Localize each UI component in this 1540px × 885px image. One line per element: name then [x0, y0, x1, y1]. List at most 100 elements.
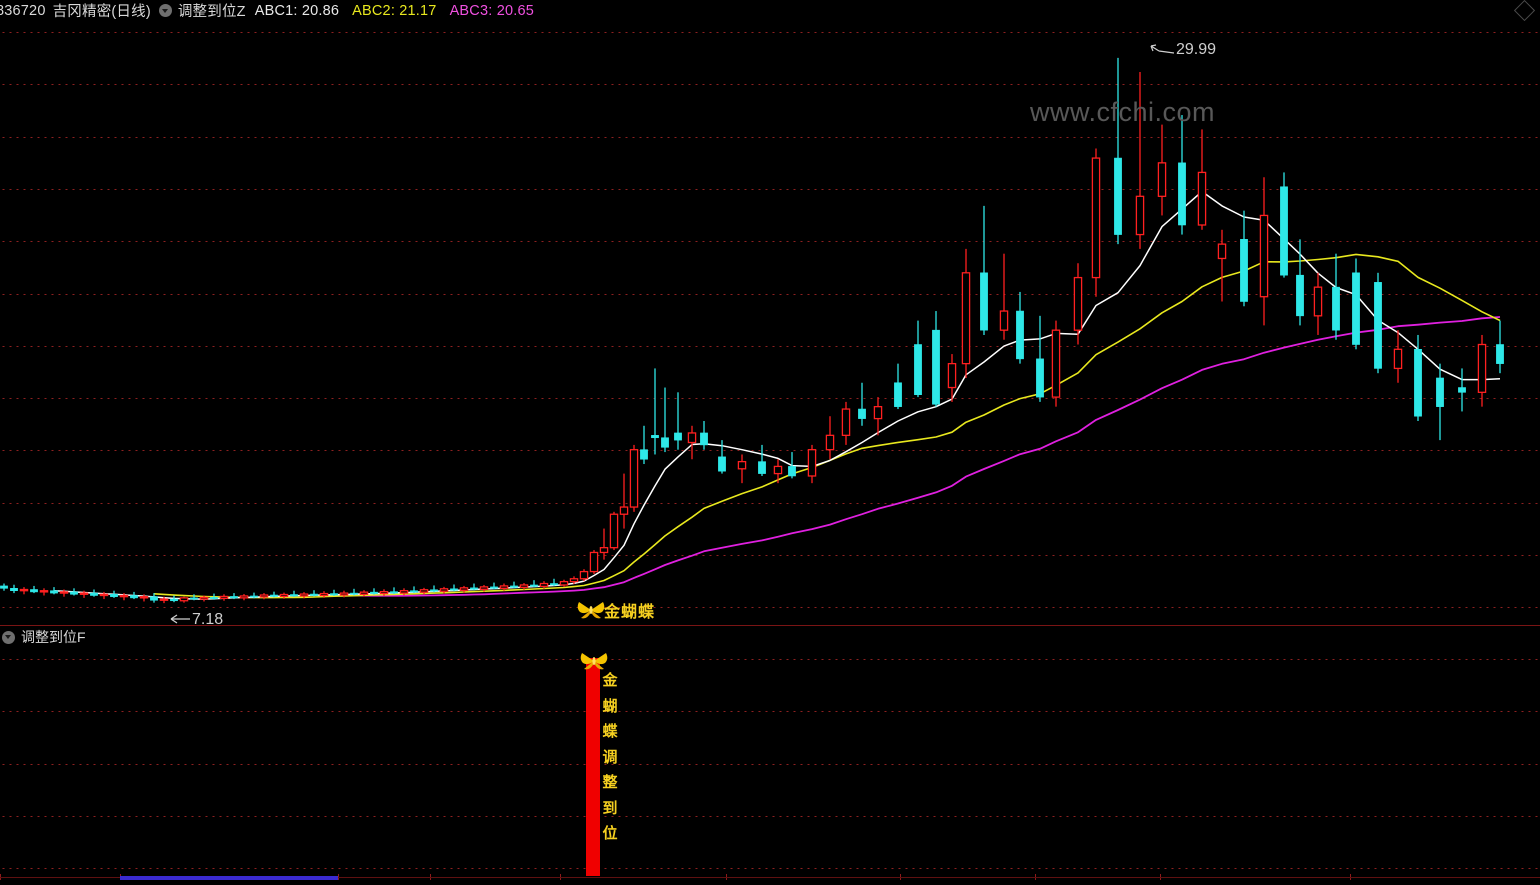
gridline: [0, 659, 1540, 660]
candle-body: [530, 584, 538, 587]
candle-body: [250, 595, 258, 598]
gridline: [0, 815, 1540, 817]
stock-name: 吉冈精密(日线): [52, 4, 151, 20]
candle-body: [159, 598, 169, 601]
candle-body: [1393, 348, 1403, 370]
gridline: [0, 32, 1540, 33]
candle-body: [459, 587, 469, 591]
candle-body: [1259, 214, 1269, 298]
candle-body: [490, 586, 498, 589]
gridline: [0, 188, 1540, 190]
candle-body: [1051, 329, 1061, 398]
signal-bar: [586, 658, 600, 876]
indicator-name: 调整到位Z: [177, 4, 246, 20]
candle-body: [661, 437, 669, 448]
gridline: [0, 293, 1540, 295]
candle-body: [1374, 282, 1382, 369]
candle-body: [718, 456, 726, 472]
candlestick-canvas: [0, 57, 1504, 604]
candle-body: [479, 586, 489, 590]
candle-body: [1197, 171, 1207, 226]
candle-body: [310, 593, 318, 596]
candle-body: [1313, 286, 1323, 317]
gridline: [0, 84, 1540, 86]
abc3-value: ABC3: 20.65: [449, 2, 534, 19]
candle-body: [290, 594, 298, 597]
candle-body: [873, 406, 883, 420]
candle-body: [737, 460, 747, 470]
signal-char-4: 整: [602, 774, 618, 791]
candle-body: [589, 551, 599, 573]
candle-body: [569, 578, 579, 583]
candle-body: [894, 382, 902, 407]
candle-body: [1240, 239, 1248, 302]
gridline: [0, 502, 1540, 504]
gridline: [0, 711, 1540, 713]
signal-char-5: 到: [602, 799, 618, 817]
signal-char-3: 调: [602, 748, 618, 766]
bottom-blue-segment: [120, 876, 338, 880]
candle-body: [1414, 348, 1422, 417]
abc2-value: ABC2: 21.17: [352, 2, 437, 19]
candle-body: [450, 588, 458, 591]
gridline: [0, 555, 1540, 556]
candle-body: [559, 580, 569, 586]
candle-body: [190, 597, 198, 600]
sub-panel-header: 调整到位F: [0, 625, 1540, 648]
high-price-label: 29.99: [1150, 41, 1216, 59]
candle-body: [700, 432, 708, 446]
candle-body: [419, 589, 429, 593]
candle-body: [179, 597, 189, 602]
candle-body: [259, 594, 269, 598]
candle-body: [1178, 162, 1186, 226]
candle-body: [139, 596, 149, 599]
candle-body: [350, 592, 358, 595]
signal-indicator-panel[interactable]: [0, 647, 1540, 879]
ma-mid-line: [153, 253, 1501, 599]
candle-body: [499, 585, 509, 589]
chevron-down-circle-icon[interactable]: [158, 4, 172, 17]
candle-body: [150, 596, 158, 601]
candle-body: [609, 513, 619, 549]
signal-char-0: 金: [602, 672, 618, 689]
candle-body: [841, 408, 851, 436]
candle-body: [1217, 243, 1227, 260]
candle-body: [1436, 377, 1444, 407]
candle-body: [1016, 310, 1024, 360]
price-chart-panel[interactable]: www.cfchi.com 29.99 7.18 金蝴蝶 财涨榜解: [0, 21, 1540, 625]
candle-body: [1352, 272, 1360, 345]
candle-body: [1280, 186, 1288, 276]
candle-body: [1073, 276, 1083, 331]
candle-body: [50, 590, 58, 594]
candle-body: [99, 593, 109, 597]
candle-body: [550, 583, 558, 586]
candle-body: [279, 593, 289, 598]
candle-body: [1135, 195, 1145, 236]
gridline: [0, 136, 1540, 138]
gridline: [0, 241, 1540, 243]
candle-body: [359, 591, 369, 595]
candles-group: [0, 57, 1504, 604]
candle-body: [39, 590, 49, 593]
candle-body: [199, 596, 209, 600]
candle-body: [579, 570, 589, 580]
stock-code: 836720: [0, 2, 46, 19]
butterfly-icon: [577, 602, 605, 619]
candle-body: [379, 591, 389, 595]
candle-body: [961, 272, 971, 365]
abc1-value: ABC1: 20.86: [254, 2, 340, 19]
chevron-down-circle-icon[interactable]: [2, 630, 15, 644]
candle-body: [10, 588, 18, 592]
candle-body: [858, 408, 866, 419]
candle-body: [1157, 162, 1167, 197]
candle-body: [330, 593, 338, 596]
candle-body: [510, 585, 518, 588]
candle-body: [239, 595, 249, 599]
signal-vertical-text: 金蝴蝶调整到位: [600, 668, 620, 847]
candle-body: [1332, 286, 1340, 331]
candle-body: [1114, 157, 1122, 235]
candle-body: [932, 329, 940, 405]
candle-body: [470, 587, 478, 590]
candle-body: [539, 582, 549, 588]
